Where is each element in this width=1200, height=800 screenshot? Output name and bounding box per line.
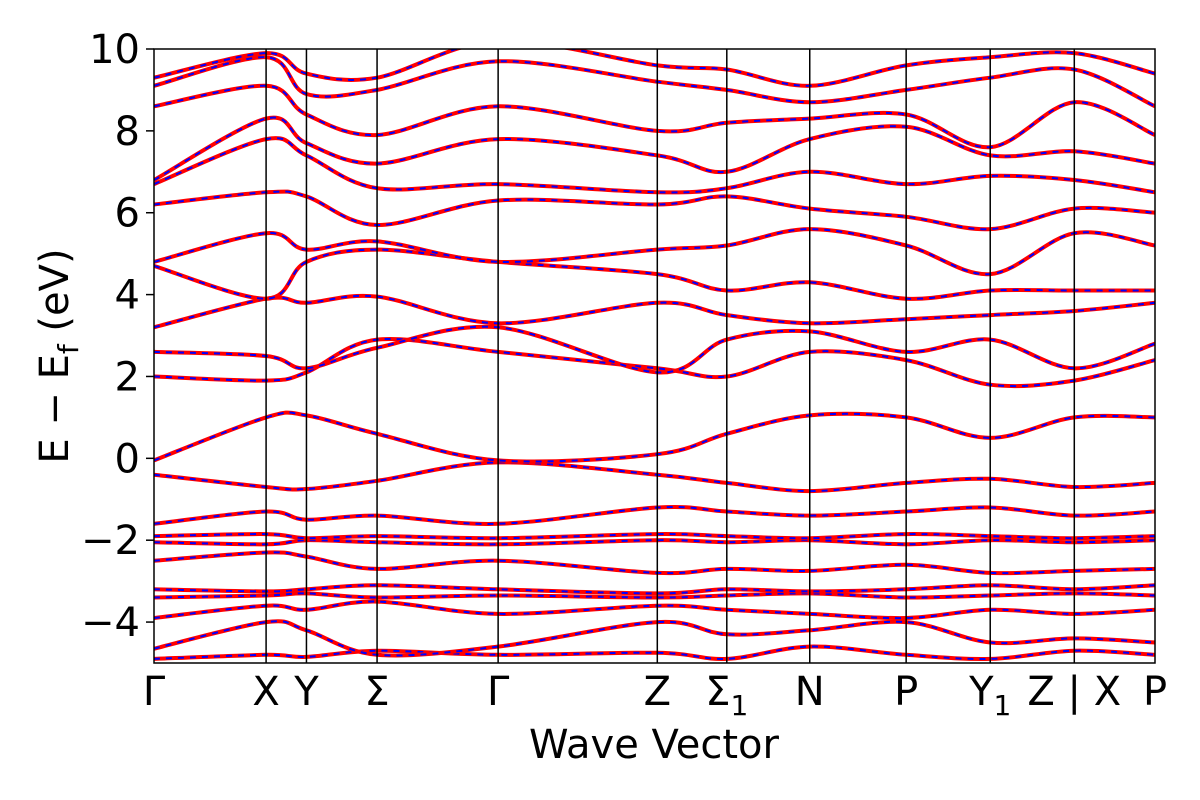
band-line-solid (154, 619, 1155, 658)
band-line-solid (154, 247, 1155, 301)
band-line-solid (154, 189, 1155, 232)
band-line-dashed (154, 620, 1155, 657)
x-tick-label-main: P (1143, 669, 1167, 715)
band-line-dashed (154, 461, 1155, 493)
y-axis-label: E − Ef (eV) (32, 248, 85, 463)
band-line-solid (154, 532, 1155, 541)
x-tick-label-main: Σ (364, 669, 389, 715)
x-tick-label-main: N (795, 669, 825, 715)
x-tick-label: Γ (487, 669, 510, 715)
y-axis-label-main: E − E (32, 354, 78, 464)
band-line-dashed (154, 600, 1155, 620)
x-tick-label-main: Z | X (1027, 669, 1121, 715)
y-tick-label: 0 (115, 436, 140, 482)
band-line-solid (154, 324, 1155, 375)
x-tick-label: P (1143, 669, 1167, 715)
band-line-solid (154, 293, 1155, 330)
x-axis-label: Wave Vector (529, 722, 780, 768)
x-tick-label: X (252, 669, 279, 715)
band-line-dashed (154, 116, 1155, 181)
x-tick-label-main: Σ (705, 669, 730, 715)
band-line-dashed (154, 294, 1155, 329)
x-tick-label-main: P (894, 669, 918, 715)
band-line-solid (154, 49, 1155, 88)
x-tick-label: N (795, 669, 825, 715)
y-tick-label: −2 (81, 518, 140, 564)
band-line-dashed (154, 592, 1155, 599)
band-line-solid (154, 115, 1155, 182)
band-line-dashed (154, 56, 1155, 108)
x-tick-label: Γ (143, 669, 166, 715)
band-line-dashed (154, 533, 1155, 540)
y-axis: −4 −2 0 2 4 6 8 10 (81, 27, 154, 646)
x-tick-label-main: Γ (487, 669, 510, 715)
y-tick-label: 6 (115, 191, 140, 237)
band-line-solid (154, 505, 1155, 526)
x-tick-label: Σ (364, 669, 389, 715)
band-line-solid (154, 410, 1155, 464)
x-tick-label-sub: 1 (994, 689, 1012, 722)
band-line-dashed (154, 584, 1155, 595)
band-line-dashed (154, 84, 1155, 149)
x-tick-label: Σ1 (705, 669, 748, 722)
x-tick-label: Z (644, 669, 671, 715)
bands-layer (154, 49, 1155, 662)
band-line-dashed (154, 551, 1155, 575)
band-line-dashed (154, 539, 1155, 546)
band-line-dashed (154, 645, 1155, 661)
x-tick-label-main: X (252, 669, 279, 715)
x-tick-label-main: Y (968, 669, 994, 715)
y-tick-label: −4 (81, 600, 140, 646)
band-line-solid (154, 550, 1155, 576)
x-tick-label-main: Z (644, 669, 671, 715)
x-tick-label: Y1 (968, 669, 1011, 722)
plot-frame (153, 48, 1156, 664)
high-symmetry-lines (265, 49, 1076, 663)
band-line-solid (154, 336, 1155, 389)
band-line-solid (154, 227, 1155, 277)
y-axis-label-sub: f (52, 343, 85, 354)
x-tick-label-main: Y (293, 669, 319, 715)
x-tick-label: Z | X (1027, 669, 1121, 715)
y-axis-label-unit: (eV) (32, 248, 78, 344)
x-tick-label-main: Γ (143, 669, 166, 715)
band-line-solid (154, 538, 1155, 547)
band-line-dashed (154, 190, 1155, 231)
x-tick-label: Y (293, 669, 319, 715)
y-tick-label: 10 (89, 27, 140, 73)
band-line-dashed (154, 137, 1155, 194)
y-tick-label: 4 (115, 273, 140, 319)
y-tick-label: 8 (115, 109, 140, 155)
y-tick-label: 2 (115, 354, 140, 400)
band-line-solid (154, 136, 1155, 195)
band-line-dashed (154, 325, 1155, 374)
x-tick-label-sub: 1 (731, 689, 749, 722)
band-line-dashed (154, 337, 1155, 388)
band-line-solid (154, 460, 1155, 494)
x-tick-label: P (894, 669, 918, 715)
